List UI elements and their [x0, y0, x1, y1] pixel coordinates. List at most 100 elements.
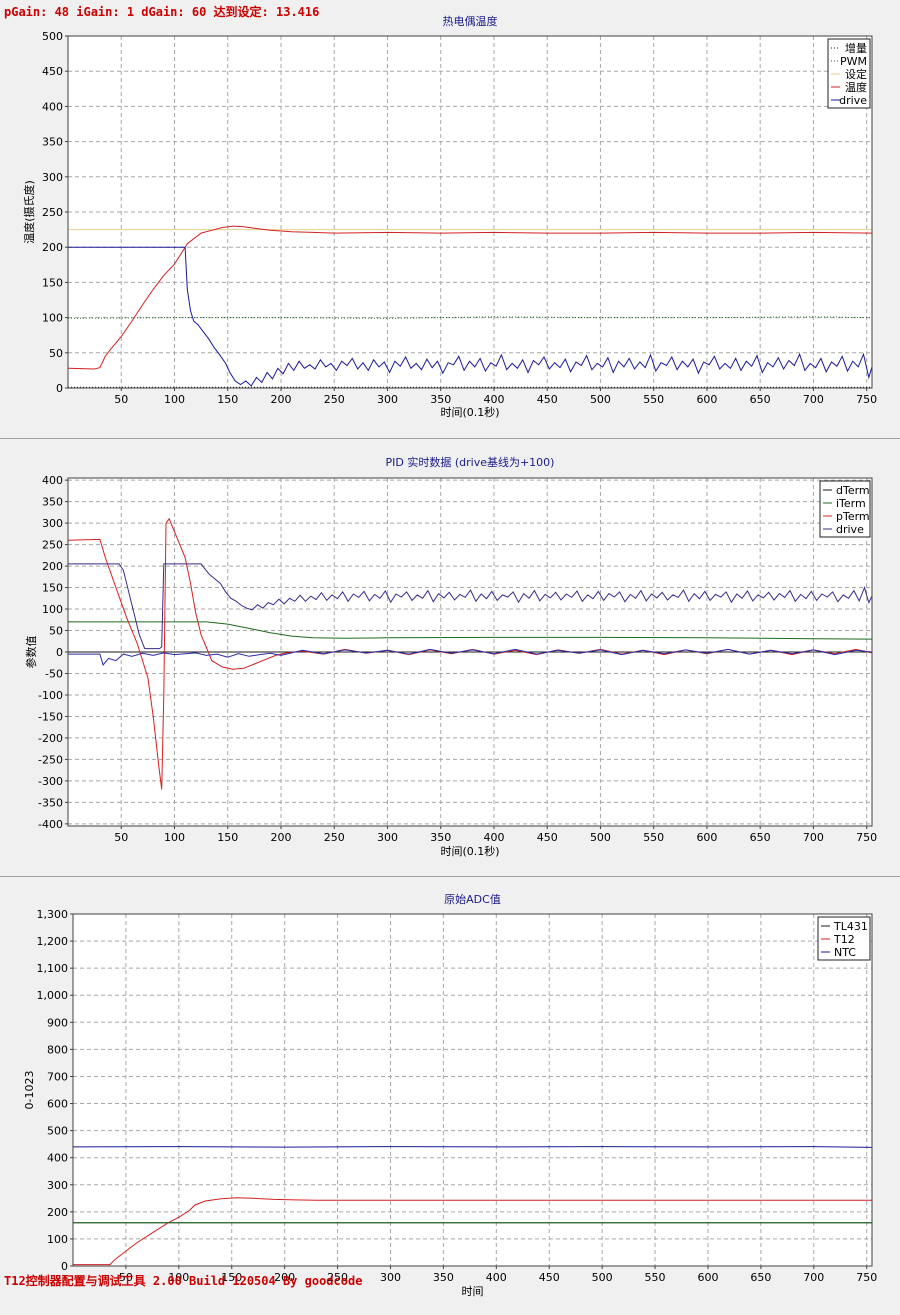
- y-tick-label: -100: [38, 689, 63, 702]
- x-tick-label: 250: [324, 393, 345, 406]
- y-tick-label: 400: [42, 474, 63, 487]
- y-tick-label: -300: [38, 775, 63, 788]
- x-tick-label: 600: [696, 393, 717, 406]
- y-tick-label: 200: [47, 1206, 68, 1219]
- x-tick-label: 300: [380, 1271, 401, 1284]
- footer-text: T12控制器配置与调试工具 2.00 Build 120504 By goodc…: [4, 1274, 363, 1288]
- y-axis-label: 0-1023: [23, 1071, 36, 1110]
- chart-adc: 原始ADC值 50 100 150 200 250 300 350 400 450 500 550 60…: [23, 892, 877, 1298]
- x-tick-label: 50: [114, 393, 128, 406]
- x-tick-label: 700: [803, 1271, 824, 1284]
- y-tick-label: 50: [49, 347, 63, 360]
- status-text: pGain: 48 iGain: 1 dGain: 60 达到设定: 13.41…: [4, 5, 320, 19]
- x-tick-label: 450: [537, 831, 558, 844]
- y-tick-label: 350: [42, 496, 63, 509]
- series-line-T12: [73, 1197, 872, 1266]
- legend-label: PWM: [840, 55, 867, 68]
- x-tick-label: 100: [168, 1271, 189, 1284]
- series-line-drive: [68, 563, 873, 650]
- y-tick-label: -150: [38, 710, 63, 723]
- x-tick-label: 400: [486, 1271, 507, 1284]
- y-tick-label: -50: [45, 667, 63, 680]
- x-tick-label: 200: [270, 831, 291, 844]
- y-tick-label: 150: [42, 276, 63, 289]
- x-tick-label: 600: [697, 1271, 718, 1284]
- y-tick-label: 1,200: [37, 935, 69, 948]
- y-tick-label: 700: [47, 1070, 68, 1083]
- plot-border: [72, 913, 873, 1267]
- legend-label: NTC: [834, 946, 856, 959]
- y-tick-label: 100: [42, 312, 63, 325]
- x-tick-label: 50: [114, 831, 128, 844]
- y-tick-label: -350: [38, 796, 63, 809]
- y-tick-label: 100: [47, 1233, 68, 1246]
- legend-label: TL431: [833, 920, 868, 933]
- y-tick-label: 500: [42, 30, 63, 43]
- x-tick-label: 250: [327, 1271, 348, 1284]
- legend-label: iTerm: [836, 497, 866, 510]
- y-tick-label: 800: [47, 1043, 68, 1056]
- x-tick-label: 150: [217, 831, 238, 844]
- y-axis-label: 温度(摄氏度): [22, 180, 36, 244]
- x-tick-label: 50: [119, 1271, 133, 1284]
- y-tick-label: 900: [47, 1016, 68, 1029]
- y-tick-label: -200: [38, 732, 63, 745]
- y-tick-label: 300: [42, 517, 63, 530]
- legend-label: pTerm: [836, 510, 870, 523]
- series-line-温度: [67, 225, 873, 370]
- panel-divider: [0, 876, 900, 877]
- x-tick-label: 500: [590, 393, 611, 406]
- y-tick-label: 0: [56, 382, 63, 395]
- series-line-NTC: [72, 1146, 873, 1148]
- x-tick-label: 750: [856, 1271, 877, 1284]
- y-tick-label: 600: [47, 1098, 68, 1111]
- chart-pid: PID 实时数据 (drive基线为+100) 50 100 150 200 250 300…: [24, 455, 877, 858]
- x-tick-label: 650: [750, 1271, 771, 1284]
- y-tick-label: 0: [61, 1260, 68, 1273]
- series-line-iTerm: [68, 621, 873, 640]
- x-tick-label: 700: [803, 831, 824, 844]
- legend-label: drive: [836, 523, 864, 536]
- x-tick-label: 350: [430, 831, 451, 844]
- x-tick-label: 450: [539, 1271, 560, 1284]
- series-line-drive-noise: [68, 648, 873, 666]
- series-line-PWM: [67, 316, 873, 319]
- x-tick-label: 200: [274, 1271, 295, 1284]
- legend-label: dTerm: [836, 484, 870, 497]
- x-axis-label: 时间(0.1秒): [440, 844, 499, 858]
- x-tick-label: 250: [324, 831, 345, 844]
- y-tick-label: 200: [42, 560, 63, 573]
- x-tick-label: 500: [592, 1271, 613, 1284]
- x-tick-label: 100: [164, 393, 185, 406]
- x-tick-label: 550: [643, 393, 664, 406]
- x-tick-label: 350: [433, 1271, 454, 1284]
- x-tick-label: 650: [750, 831, 771, 844]
- y-tick-label: 400: [42, 100, 63, 113]
- y-tick-label: 200: [42, 241, 63, 254]
- y-tick-label: -400: [38, 818, 63, 831]
- x-axis-label: 时间(0.1秒): [440, 405, 499, 419]
- legend-label: drive: [839, 94, 867, 107]
- chart-title: 热电偶温度: [443, 14, 498, 28]
- y-tick-label: 300: [42, 171, 63, 184]
- y-tick-label: 50: [49, 625, 63, 638]
- x-tick-label: 600: [696, 831, 717, 844]
- legend-label: 增量: [845, 41, 867, 55]
- y-tick-label: 400: [47, 1152, 68, 1165]
- y-tick-label: 100: [42, 603, 63, 616]
- plot-area: [73, 914, 872, 1266]
- legend-label: 温度: [845, 80, 867, 94]
- y-tick-label: 250: [42, 206, 63, 219]
- y-tick-label: 500: [47, 1125, 68, 1138]
- x-tick-label: 400: [483, 393, 504, 406]
- y-tick-label: -250: [38, 753, 63, 766]
- x-tick-label: 200: [270, 393, 291, 406]
- x-tick-label: 750: [856, 831, 877, 844]
- y-tick-label: 150: [42, 582, 63, 595]
- x-tick-label: 700: [803, 393, 824, 406]
- x-tick-label: 350: [430, 393, 451, 406]
- x-tick-label: 450: [537, 393, 558, 406]
- x-axis-label: 时间: [462, 1285, 484, 1298]
- panel-divider: [0, 438, 900, 439]
- x-tick-label: 150: [217, 393, 238, 406]
